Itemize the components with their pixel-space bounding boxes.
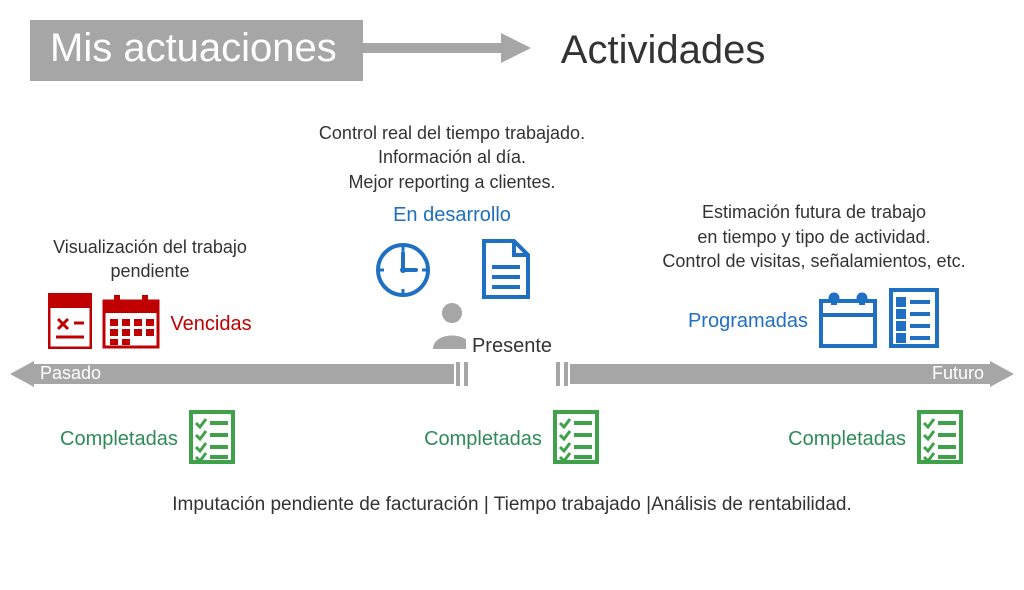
timeline: Presente Pasado Futuro	[10, 361, 1014, 387]
present-desc-3: Mejor reporting a clientes.	[262, 170, 642, 194]
completed-label-2: Completadas	[424, 428, 542, 451]
future-desc-2: en tiempo y tipo de actividad.	[644, 225, 984, 249]
future-icons: Programadas	[644, 287, 984, 355]
timeline-present-label: Presente	[466, 335, 558, 358]
timeline-arrow-icon	[10, 361, 1014, 387]
column-future: Estimación futura de trabajo en tiempo y…	[644, 200, 984, 355]
future-desc-1: Estimación futura de trabajo	[644, 200, 984, 224]
column-present: Control real del tiempo trabajado. Infor…	[262, 121, 642, 355]
past-label: Vencidas	[170, 311, 251, 338]
completed-present: Completadas	[424, 409, 600, 470]
timeline-past-label: Pasado	[40, 363, 101, 384]
checklist-icon	[552, 409, 600, 470]
completed-row: Completadas Completadas	[0, 387, 1024, 470]
document-x-icon	[48, 293, 92, 355]
calendar-icon	[102, 293, 160, 355]
completed-label-3: Completadas	[788, 428, 906, 451]
future-label: Programadas	[688, 308, 808, 335]
footer-text: Imputación pendiente de facturación | Ti…	[0, 494, 1024, 516]
column-past: Visualización del trabajo pendiente	[40, 235, 260, 356]
completed-label-1: Completadas	[60, 428, 178, 451]
clock-icon	[374, 241, 432, 305]
checklist-icon	[188, 409, 236, 470]
present-desc-1: Control real del tiempo trabajado.	[262, 121, 642, 145]
present-icons	[262, 239, 642, 305]
header-right-title: Actividades	[561, 28, 766, 73]
columns: Visualización del trabajo pendiente	[0, 91, 1024, 355]
past-description: Visualización del trabajo pendiente	[40, 235, 260, 284]
timeline-future-label: Futuro	[932, 363, 984, 384]
completed-past: Completadas	[60, 409, 236, 470]
present-desc-2: Información al día.	[262, 145, 642, 169]
person-icon	[262, 299, 642, 355]
past-icons: Vencidas	[40, 293, 260, 355]
calendar-blank-icon	[818, 291, 878, 355]
checklist-icon	[916, 409, 964, 470]
file-lines-icon	[482, 239, 530, 305]
present-label: En desarrollo	[262, 202, 642, 229]
future-desc-3: Control de visitas, señalamientos, etc.	[644, 249, 984, 273]
header: Mis actuaciones Actividades	[0, 0, 1024, 91]
header-left-title: Mis actuaciones	[30, 20, 363, 81]
arrow-right-icon	[361, 33, 531, 68]
list-check-icon	[888, 287, 940, 355]
completed-future: Completadas	[788, 409, 964, 470]
